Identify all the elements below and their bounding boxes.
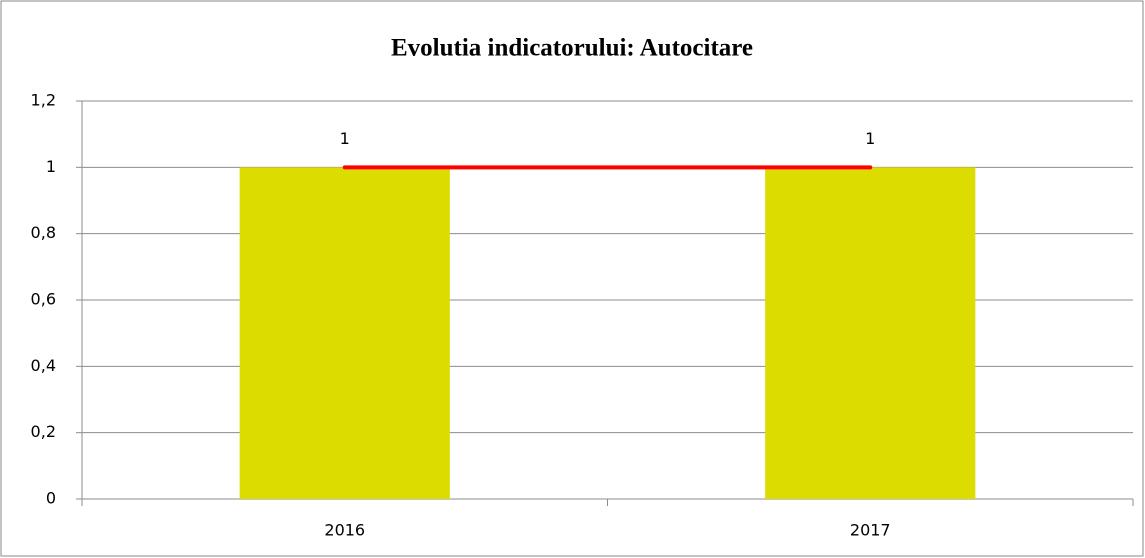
y-tick-label: 1 (46, 157, 56, 176)
x-tick-label: 2017 (850, 521, 891, 540)
y-tick-label: 0,2 (31, 422, 56, 441)
data-label: 1 (340, 129, 350, 148)
y-tick-label: 0,8 (31, 223, 56, 242)
bar (239, 167, 450, 500)
bar (765, 167, 976, 500)
y-tick-label: 1,2 (31, 91, 56, 110)
data-label: 1 (865, 129, 875, 148)
y-tick-label: 0 (46, 489, 56, 508)
y-tick-label: 0,6 (31, 290, 56, 309)
y-tick-label: 0,4 (31, 356, 56, 375)
x-tick-label: 2016 (324, 521, 365, 540)
chart-title: Evolutia indicatorului: Autocitare (391, 35, 753, 62)
